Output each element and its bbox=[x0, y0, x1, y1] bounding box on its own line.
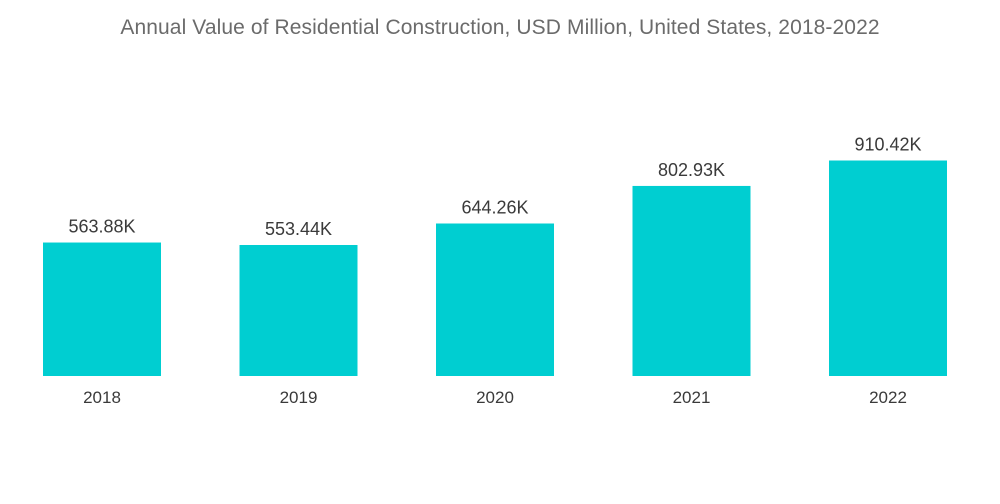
x-tick-label-2020: 2020 bbox=[476, 388, 514, 407]
x-tick-label-2019: 2019 bbox=[280, 388, 318, 407]
bar-2022 bbox=[829, 160, 947, 376]
value-label-2019: 553.44K bbox=[265, 219, 332, 239]
value-label-2020: 644.26K bbox=[461, 198, 528, 218]
value-label-2018: 563.88K bbox=[68, 217, 135, 237]
bar-2020 bbox=[436, 223, 554, 376]
bars-layer bbox=[43, 160, 947, 376]
value-label-2021: 802.93K bbox=[658, 160, 725, 180]
x-tick-label-2022: 2022 bbox=[869, 388, 907, 407]
bar-2021 bbox=[632, 185, 751, 376]
value-labels-layer: 563.88K 553.44K 644.26K 802.93K 910.42K bbox=[68, 135, 921, 239]
bar-2019 bbox=[239, 244, 358, 376]
chart-title: Annual Value of Residential Construction… bbox=[120, 16, 880, 39]
x-axis-ticks-layer: 2018 2019 2020 2021 2022 bbox=[83, 388, 907, 407]
x-tick-label-2018: 2018 bbox=[83, 388, 121, 407]
bar-2018 bbox=[43, 242, 161, 376]
x-tick-label-2021: 2021 bbox=[673, 388, 711, 407]
value-label-2022: 910.42K bbox=[854, 135, 921, 155]
